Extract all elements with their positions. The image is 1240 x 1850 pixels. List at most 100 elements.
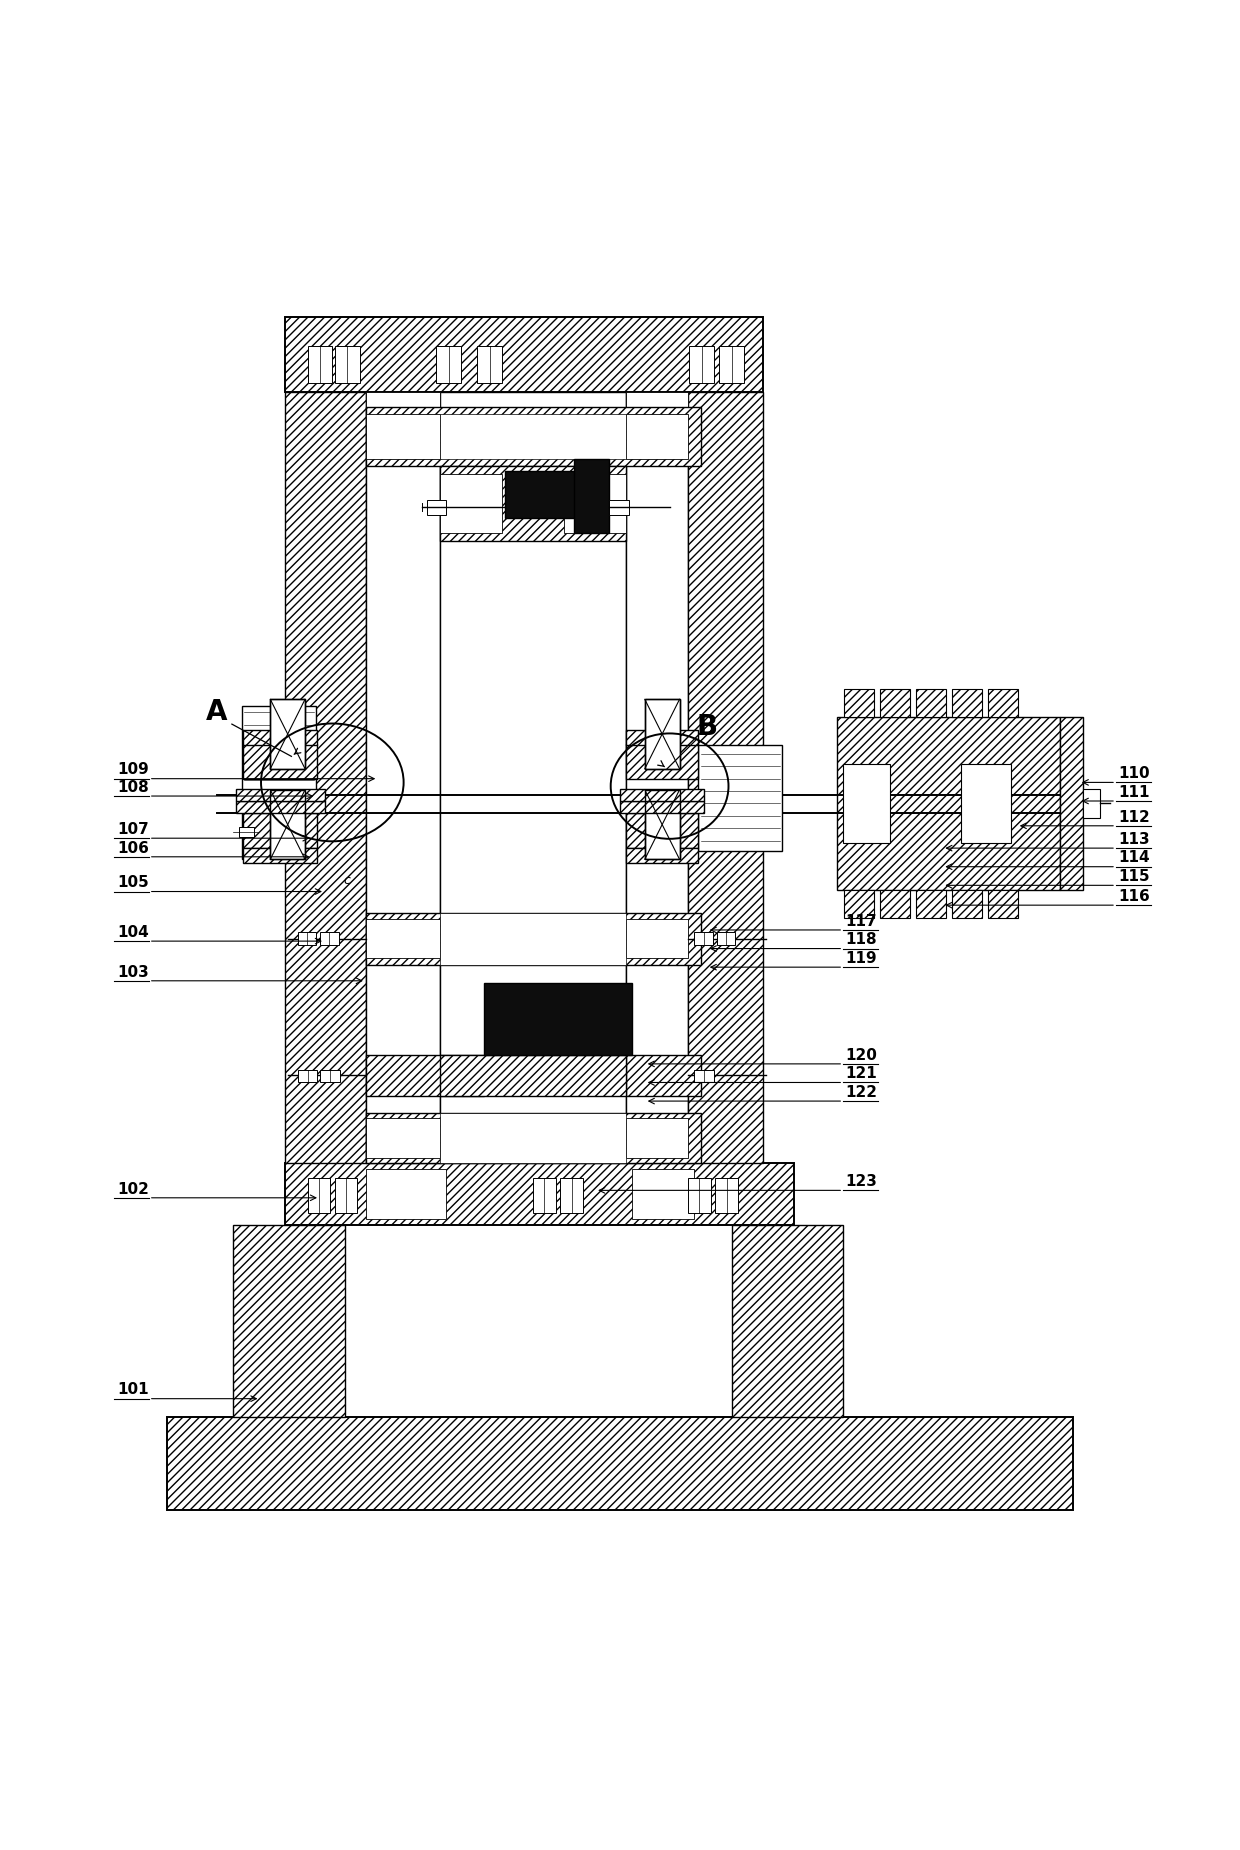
Bar [916,890,946,918]
Bar [645,790,680,858]
Text: 122: 122 [846,1084,878,1101]
Bar [285,1164,794,1225]
Bar [1083,788,1100,818]
Bar [560,1178,583,1214]
Bar [366,414,440,459]
Bar [609,500,629,514]
Bar [505,472,582,518]
Bar [844,690,874,716]
Bar [626,392,688,1164]
Bar [694,1069,714,1082]
Bar [961,764,1011,844]
Bar [440,1054,626,1095]
Text: 119: 119 [846,951,878,966]
Bar [427,500,446,514]
Text: 118: 118 [846,932,878,947]
Bar [844,890,874,918]
Bar [916,690,946,716]
Bar [270,699,305,770]
Bar [167,1417,1073,1510]
Bar [440,474,502,533]
Bar [626,814,698,847]
Bar [243,744,317,779]
Bar [366,392,440,407]
Bar [626,847,698,862]
Bar [689,346,714,383]
Bar [620,801,704,814]
Bar [688,1178,711,1214]
Text: 106: 106 [117,840,149,855]
Bar [698,746,782,851]
Bar [632,1169,694,1219]
Bar [952,690,982,716]
Bar [285,318,763,392]
Bar [440,392,626,1164]
Bar [952,890,982,918]
Text: 120: 120 [846,1047,878,1062]
Text: A: A [206,697,228,725]
Bar [285,392,366,1164]
Bar [366,392,440,1164]
Bar [298,932,316,945]
Bar [626,731,698,746]
Bar [645,699,680,770]
Bar [440,414,626,459]
Bar [574,459,609,533]
Text: 111: 111 [1118,784,1149,799]
Bar [564,474,626,533]
Bar [236,788,325,801]
Bar [366,1169,446,1219]
Bar [243,814,317,847]
Bar [440,1114,626,1164]
Bar [719,346,744,383]
Bar [366,1119,440,1158]
Bar [270,790,305,858]
Bar [533,1178,556,1214]
Bar [298,1069,317,1082]
Bar [880,690,910,716]
Text: 114: 114 [1118,851,1151,866]
Bar [236,801,325,814]
Bar [988,690,1018,716]
Bar [1060,716,1083,890]
Text: 117: 117 [846,914,878,929]
Bar [366,912,701,964]
Bar [320,1069,340,1082]
Bar [440,912,626,964]
Bar [717,932,735,945]
Bar [645,699,680,770]
Bar [335,1178,357,1214]
Text: 115: 115 [1118,870,1151,884]
Bar [440,466,626,540]
Text: 107: 107 [117,821,149,836]
Bar [335,346,360,383]
Bar [366,919,440,958]
Bar [366,1114,701,1164]
Text: 112: 112 [1118,810,1151,825]
Text: 103: 103 [117,964,149,979]
Bar [270,790,305,858]
Text: 110: 110 [1118,766,1151,781]
Bar [477,346,502,383]
Bar [715,1178,738,1214]
Text: 113: 113 [1118,832,1151,847]
Bar [694,932,713,945]
Bar [436,346,461,383]
Bar [243,731,317,746]
Bar [626,392,688,407]
Bar [233,1225,345,1417]
Bar [320,932,339,945]
Text: 123: 123 [846,1175,878,1190]
Bar [880,890,910,918]
Text: 104: 104 [117,925,149,940]
Bar [626,1119,688,1158]
Bar [688,392,763,1164]
Text: 105: 105 [117,875,149,890]
Text: 102: 102 [117,1182,149,1197]
Text: 108: 108 [117,781,149,796]
Bar [626,414,688,459]
Bar [843,764,890,844]
Bar [308,1178,330,1214]
Bar [308,346,332,383]
Bar [837,716,1060,890]
